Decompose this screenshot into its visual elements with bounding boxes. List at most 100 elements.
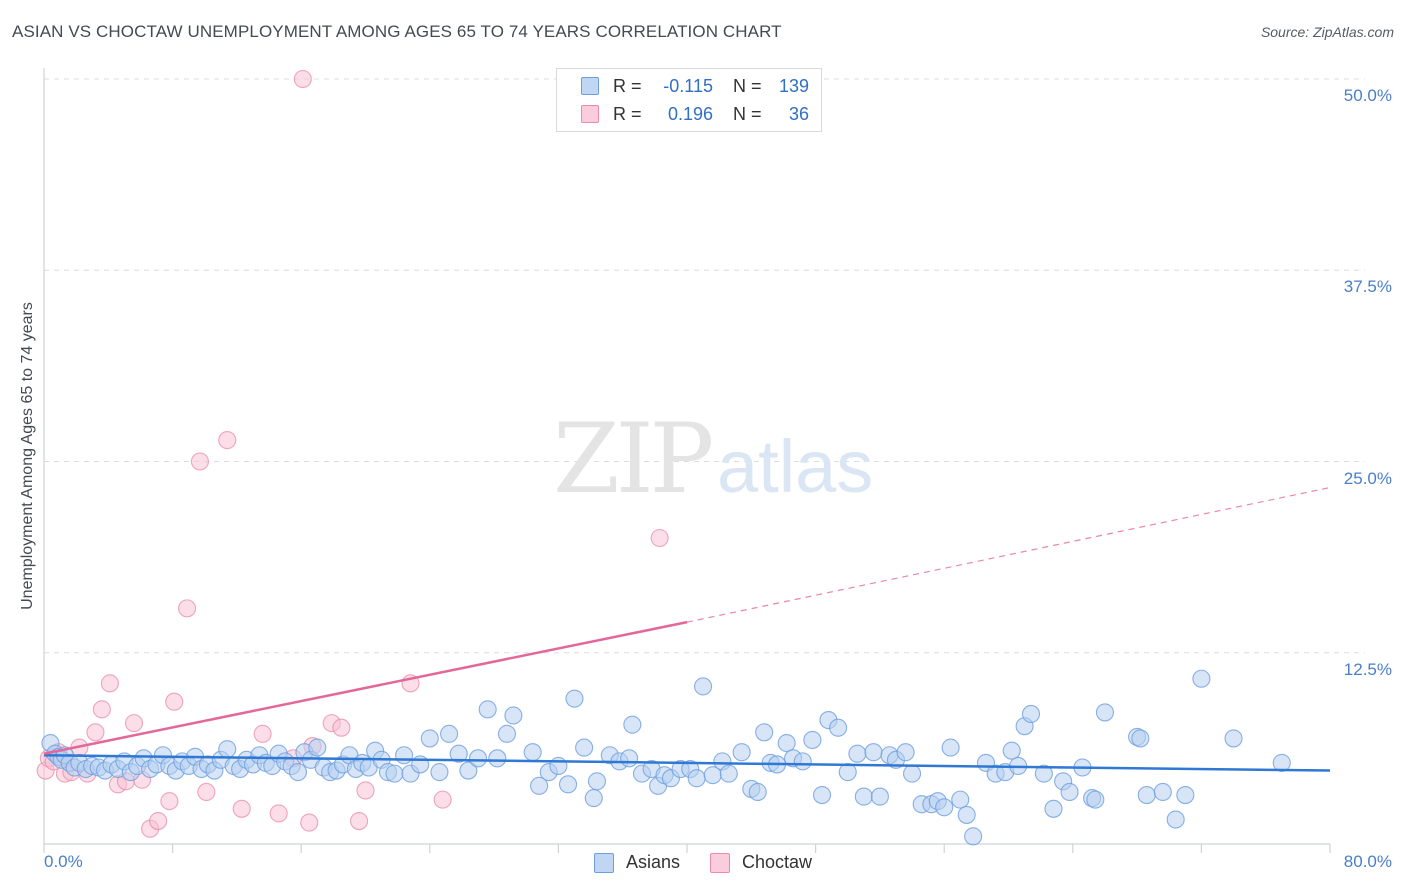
- asian-point: [288, 763, 308, 782]
- asian-point: [1137, 785, 1156, 805]
- asian-point: [1153, 782, 1172, 802]
- asians-trend-line: [43, 754, 1331, 772]
- asian-point: [829, 718, 848, 737]
- choctaw-n-label: N =: [733, 103, 762, 124]
- legend-item-choctaw[interactable]: Choctaw: [710, 852, 812, 873]
- grid-lines: [44, 78, 1365, 654]
- asians-r-value: -0.115: [663, 75, 713, 96]
- asian-point: [459, 761, 478, 780]
- asian-point: [1086, 790, 1105, 809]
- y-tick-label: 37.5%: [1343, 277, 1392, 297]
- asian-point: [1224, 729, 1243, 748]
- asian-point: [870, 787, 889, 806]
- choctaw-point: [100, 674, 119, 693]
- asians-n-label: N =: [733, 75, 762, 96]
- choctaw-trend-line: [43, 620, 688, 755]
- asian-point: [777, 733, 796, 753]
- asian-point: [308, 738, 327, 757]
- asian-point: [694, 677, 713, 696]
- trend-lines: [43, 486, 1331, 772]
- asian-point: [575, 738, 594, 757]
- choctaw-point: [197, 782, 216, 802]
- choctaw-point: [178, 599, 197, 618]
- asian-point: [478, 700, 497, 719]
- asian-point: [1131, 729, 1150, 748]
- choctaw-point: [356, 781, 375, 800]
- asian-point: [565, 689, 584, 708]
- asians-n-value: 139: [778, 75, 809, 96]
- legend-row-choctaw: R = 0.196 N = 36: [581, 102, 809, 126]
- asian-point: [687, 769, 706, 788]
- asian-point: [1272, 753, 1291, 772]
- asian-point: [497, 724, 517, 743]
- correlation-legend: R = -0.115 N = 139 R = 0.196 N = 36: [556, 68, 822, 132]
- asian-point: [951, 790, 970, 809]
- choctaw-point: [160, 792, 179, 811]
- asian-point: [1021, 704, 1041, 724]
- chart-title: ASIAN VS CHOCTAW UNEMPLOYMENT AMONG AGES…: [12, 22, 782, 41]
- asian-point: [964, 827, 983, 846]
- choctaw-point: [218, 431, 237, 450]
- asian-point: [449, 744, 468, 763]
- choctaw-point: [86, 723, 105, 742]
- asian-point: [430, 763, 449, 782]
- choctaw-r-label: R =: [613, 103, 642, 124]
- asian-point: [1192, 669, 1211, 688]
- asian-point: [420, 729, 439, 748]
- y-tick-label: 12.5%: [1343, 659, 1392, 679]
- x-tick-min: 0.0%: [44, 852, 83, 871]
- asian-point: [935, 798, 954, 817]
- choctaw-legend-label: Choctaw: [742, 852, 813, 872]
- asian-point: [732, 743, 751, 762]
- choctaw-point: [149, 811, 168, 831]
- asian-point: [812, 785, 832, 805]
- asian-point: [719, 764, 738, 783]
- asian-point: [623, 715, 642, 734]
- choctaw-point: [165, 692, 184, 711]
- asian-point: [957, 805, 976, 824]
- choctaw-point: [332, 718, 351, 737]
- asian-point: [1002, 741, 1021, 760]
- choctaw-point: [190, 452, 209, 471]
- asian-point: [488, 749, 507, 768]
- axes: [43, 68, 1331, 853]
- asian-point: [385, 764, 404, 783]
- choctaw-point: [433, 790, 452, 809]
- asian-point: [864, 743, 883, 762]
- choctaw-r-value: 0.196: [667, 103, 713, 124]
- choctaw-swatch: [581, 105, 599, 123]
- x-tick-max: 80.0%: [1343, 852, 1392, 871]
- choctaw-point: [300, 813, 319, 832]
- asian-point: [1034, 764, 1053, 783]
- legend-item-asians[interactable]: Asians: [593, 852, 680, 873]
- asian-point: [504, 706, 523, 725]
- asian-point: [549, 756, 568, 776]
- asian-point: [1044, 799, 1063, 818]
- watermark: ZIP atlas: [553, 403, 873, 515]
- watermark-atlas: atlas: [717, 425, 873, 508]
- asian-point: [941, 738, 960, 757]
- asian-point: [1095, 703, 1114, 722]
- asians-legend-swatch: [593, 852, 614, 873]
- asian-point: [854, 787, 873, 806]
- asian-point: [523, 743, 542, 762]
- asian-point: [395, 746, 414, 765]
- asian-point: [1166, 810, 1185, 829]
- choctaw-point: [232, 799, 251, 818]
- choctaw-point: [293, 69, 312, 89]
- choctaw-point: [269, 804, 288, 823]
- asian-point: [558, 775, 578, 794]
- asian-point: [748, 782, 767, 802]
- choctaw-legend-swatch: [710, 852, 730, 873]
- asians-legend-label: Asians: [625, 852, 680, 872]
- asian-point: [902, 764, 922, 783]
- asian-point: [793, 752, 812, 771]
- asians-swatch: [581, 77, 599, 95]
- choctaw-point: [253, 724, 272, 743]
- asian-point: [620, 749, 639, 768]
- choctaw-n-value: 36: [788, 103, 809, 124]
- legend-row-asians: R = -0.115 N = 139: [581, 74, 809, 98]
- y-tick-label: 25.0%: [1343, 468, 1392, 488]
- asian-point: [584, 789, 603, 808]
